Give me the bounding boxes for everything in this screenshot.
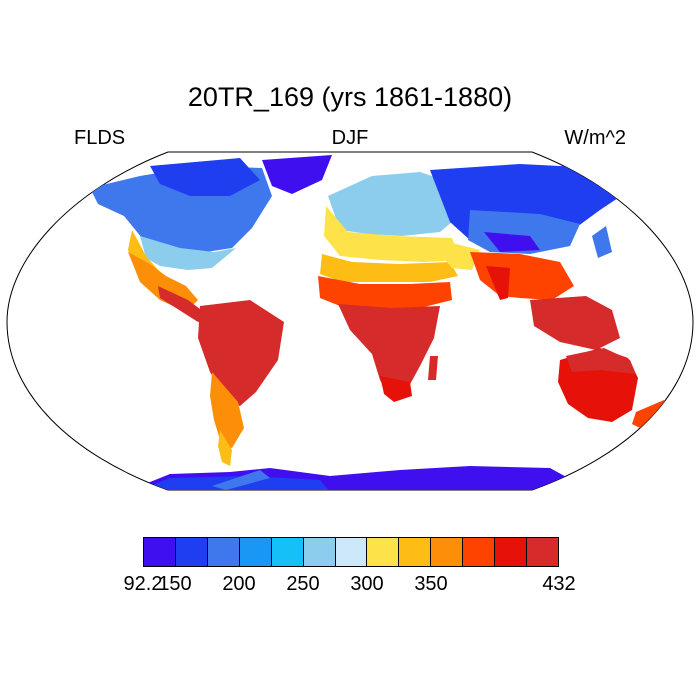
colorbar-tick-label: 200 xyxy=(222,573,256,595)
south-america-tip xyxy=(218,430,232,466)
middle-east xyxy=(440,240,480,270)
chart-title: 20TR_169 (yrs 1861-1880) xyxy=(187,82,513,112)
colorbar-tick-label: 92.2 xyxy=(123,573,163,595)
colorbar-tick-label: 432 xyxy=(542,573,576,595)
colorbar-swatch xyxy=(527,538,558,566)
greenland xyxy=(262,155,332,194)
central-america xyxy=(158,286,212,322)
north-america-mid xyxy=(140,236,236,270)
colorbar-swatch xyxy=(367,538,400,566)
colorbar-swatch xyxy=(271,538,304,566)
sahara xyxy=(320,254,458,282)
colorbar-swatch xyxy=(239,538,272,566)
australia-north xyxy=(566,348,636,374)
europe xyxy=(328,172,466,236)
africa-south xyxy=(380,376,412,402)
colorbar-swatch xyxy=(399,538,432,566)
colorbar-swatch xyxy=(175,538,208,566)
season-label: DJF xyxy=(331,127,369,149)
colorbar-swatch xyxy=(144,538,176,566)
colorbar-tick-label: 250 xyxy=(286,573,320,595)
colorbar-swatch xyxy=(335,538,368,566)
colorbar-swatch xyxy=(463,538,496,566)
mediterranean-belt xyxy=(324,206,460,262)
africa-north xyxy=(318,276,452,310)
colorbar-swatch xyxy=(495,538,528,566)
colorbar-swatch xyxy=(207,538,240,566)
colorbar-labels: 92.2 150 200 250 300 350 432 xyxy=(0,573,700,599)
canada-arctic xyxy=(150,158,260,196)
colorbar-swatch xyxy=(303,538,336,566)
antarctica-coast xyxy=(212,470,270,490)
variable-label: FLDS xyxy=(74,127,126,149)
southeast-asia xyxy=(530,296,620,350)
south-america-south xyxy=(210,372,244,448)
india xyxy=(486,266,510,300)
japan xyxy=(592,226,612,258)
colorbar-tick-label: 150 xyxy=(158,573,192,595)
colorbar-tick-label: 350 xyxy=(414,573,448,595)
colorbar xyxy=(143,537,559,567)
madagascar xyxy=(428,356,438,380)
south-america-core xyxy=(198,300,284,406)
units-label: W/m^2 xyxy=(564,127,626,149)
new-zealand xyxy=(632,400,668,428)
colorbar-swatch xyxy=(431,538,464,566)
africa-core xyxy=(338,304,440,398)
colorbar-tick-label: 300 xyxy=(350,573,384,595)
tibet xyxy=(484,232,540,252)
